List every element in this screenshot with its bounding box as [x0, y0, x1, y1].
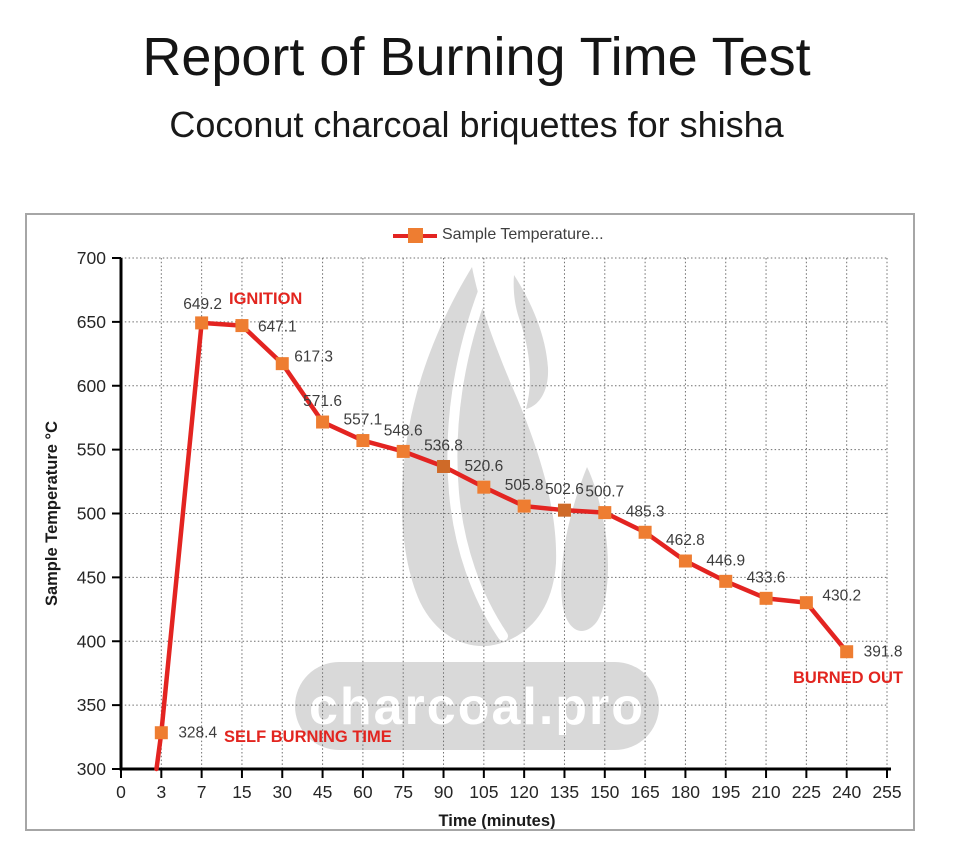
y-tick-label: 350: [77, 695, 106, 715]
data-point-marker: [195, 316, 209, 330]
data-point-label: 649.2: [183, 296, 222, 313]
data-point-label: 557.1: [343, 412, 382, 429]
data-point-label: 571.6: [303, 393, 342, 410]
data-point-label: 502.6: [545, 481, 584, 498]
data-point-marker: [477, 480, 491, 494]
gridlines: [121, 257, 888, 769]
annotation-ignition: IGNITION: [229, 290, 302, 308]
x-tick-label: 195: [711, 782, 740, 802]
data-point-marker: [275, 357, 289, 371]
data-point-marker: [356, 434, 370, 448]
data-point-marker: [235, 319, 249, 333]
data-point-marker: [557, 503, 571, 517]
data-point-label: 617.3: [294, 349, 333, 366]
x-tick-label: 150: [590, 782, 619, 802]
y-tick-label: 600: [77, 376, 106, 396]
x-tick-label: 75: [393, 782, 412, 802]
y-tick-label: 300: [77, 759, 106, 779]
flame-leaf-icon: [561, 467, 608, 631]
x-tick-label: 180: [671, 782, 700, 802]
data-point-label: 433.6: [747, 569, 786, 586]
y-tick-label: 500: [77, 504, 106, 524]
x-axis-title: Time (minutes): [438, 812, 555, 829]
data-point-marker: [840, 645, 854, 659]
y-tick-label: 400: [77, 631, 106, 651]
data-point-labels: 328.4 649.2 647.1 617.3 571.6557.1548.6536.8…: [178, 296, 902, 742]
chart-legend: Sample Temperature...: [393, 224, 604, 246]
data-point-label: 462.8: [666, 532, 705, 549]
annotation-burned-out: BURNED OUT: [793, 669, 903, 687]
watermark-pill: [295, 662, 659, 750]
data-point-marker: [638, 525, 652, 539]
x-tick-label: 3: [156, 782, 166, 802]
data-point-label: 505.8: [505, 477, 544, 494]
data-point-marker: [719, 574, 733, 588]
legend-series-label: Sample Temperature...: [442, 226, 604, 243]
data-point-label: 520.6: [464, 458, 503, 475]
charcoal-pro-watermark: charcoal.pro: [295, 267, 659, 750]
flame-icon: [401, 267, 557, 647]
flame-tongue-icon: [513, 275, 549, 409]
x-tick-label: 165: [631, 782, 660, 802]
data-point-label: 536.8: [424, 437, 463, 454]
data-point-label: 391.8: [864, 644, 903, 661]
x-tick-label: 255: [872, 782, 901, 802]
x-tick-label: 15: [232, 782, 251, 802]
burning-time-chart: charcoal.pro 300 350 400 450 500 550 600 650 700 0…: [25, 213, 915, 831]
data-point-marker: [396, 444, 410, 458]
data-point-marker: [598, 506, 612, 520]
data-point-marker: [799, 596, 813, 610]
y-tick-label: 550: [77, 440, 106, 460]
page-subtitle: Coconut charcoal briquettes for shisha: [169, 104, 784, 145]
y-tick-label: 650: [77, 312, 106, 332]
page-title: Report of Burning Time Test: [142, 27, 811, 87]
data-point-label: 548.6: [384, 422, 423, 439]
data-point-label: 500.7: [585, 484, 624, 501]
x-tick-label: 0: [116, 782, 126, 802]
data-point-marker: [517, 499, 531, 513]
tick-labels: 300 350 400 450 500 550 600 650 700 0 3 7 15 30 45 60 75…: [77, 248, 902, 802]
data-point-label: 430.2: [822, 588, 861, 605]
data-point-marker: [437, 459, 451, 473]
x-tick-label: 135: [550, 782, 579, 802]
data-point-label: 446.9: [706, 552, 745, 569]
y-tick-label: 700: [77, 248, 106, 268]
x-tick-label: 240: [832, 782, 861, 802]
legend-series-marker-icon: [393, 227, 437, 243]
data-point-markers: [154, 316, 854, 740]
data-point-marker: [759, 591, 773, 605]
chart-plot-area: charcoal.pro 300 350 400 450 500 550 600 650 700 0…: [43, 248, 903, 829]
y-tick-label: 450: [77, 567, 106, 587]
data-point-label: 485.3: [626, 503, 665, 520]
data-point-label: 647.1: [258, 319, 297, 336]
x-tick-label: 30: [273, 782, 293, 802]
axes: [112, 257, 891, 778]
x-tick-label: 120: [510, 782, 539, 802]
x-tick-label: 7: [197, 782, 207, 802]
annotation-self-burning-time: SELF BURNING TIME: [224, 728, 392, 746]
x-tick-label: 225: [792, 782, 821, 802]
x-tick-label: 60: [353, 782, 373, 802]
x-tick-label: 105: [469, 782, 498, 802]
data-point-marker: [154, 726, 168, 740]
data-point-label: 328.4: [178, 725, 217, 742]
y-axis-title: Sample Temperature °C: [43, 421, 61, 606]
x-tick-label: 210: [751, 782, 780, 802]
data-point-marker: [678, 554, 692, 568]
data-point-marker: [316, 415, 330, 429]
x-tick-label: 45: [313, 782, 332, 802]
watermark-text: charcoal.pro: [309, 678, 645, 736]
x-tick-label: 90: [434, 782, 454, 802]
